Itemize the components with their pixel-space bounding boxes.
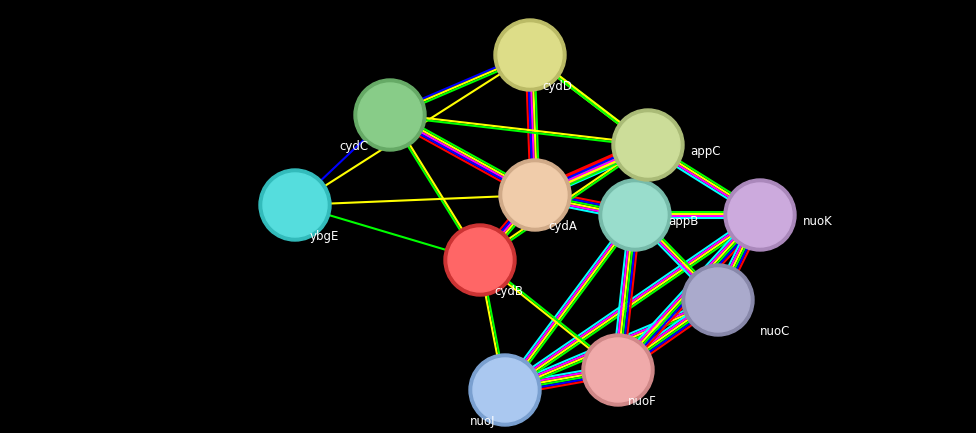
Circle shape (682, 264, 754, 336)
Text: nuoK: nuoK (803, 215, 833, 228)
Circle shape (612, 109, 684, 181)
Circle shape (444, 224, 516, 296)
Text: nuoC: nuoC (760, 325, 791, 338)
Circle shape (603, 183, 667, 247)
Circle shape (728, 183, 792, 247)
Circle shape (686, 268, 750, 332)
Circle shape (503, 163, 567, 227)
Circle shape (259, 169, 331, 241)
Circle shape (469, 354, 541, 426)
Text: cydC: cydC (339, 140, 368, 153)
Text: cydB: cydB (494, 285, 523, 298)
Circle shape (586, 338, 650, 402)
Circle shape (263, 173, 327, 237)
Circle shape (494, 19, 566, 91)
Text: appB: appB (668, 215, 699, 228)
Text: appC: appC (690, 145, 720, 158)
Text: cydA: cydA (548, 220, 577, 233)
Circle shape (616, 113, 680, 177)
Text: nuoJ: nuoJ (469, 415, 495, 428)
Circle shape (354, 79, 426, 151)
Text: cydD: cydD (542, 80, 572, 93)
Circle shape (473, 358, 537, 422)
Circle shape (599, 179, 671, 251)
Text: nuoF: nuoF (628, 395, 657, 408)
Circle shape (448, 228, 512, 292)
Circle shape (582, 334, 654, 406)
Text: ybgE: ybgE (310, 230, 340, 243)
Circle shape (724, 179, 796, 251)
Circle shape (499, 159, 571, 231)
Circle shape (358, 83, 422, 147)
Circle shape (498, 23, 562, 87)
